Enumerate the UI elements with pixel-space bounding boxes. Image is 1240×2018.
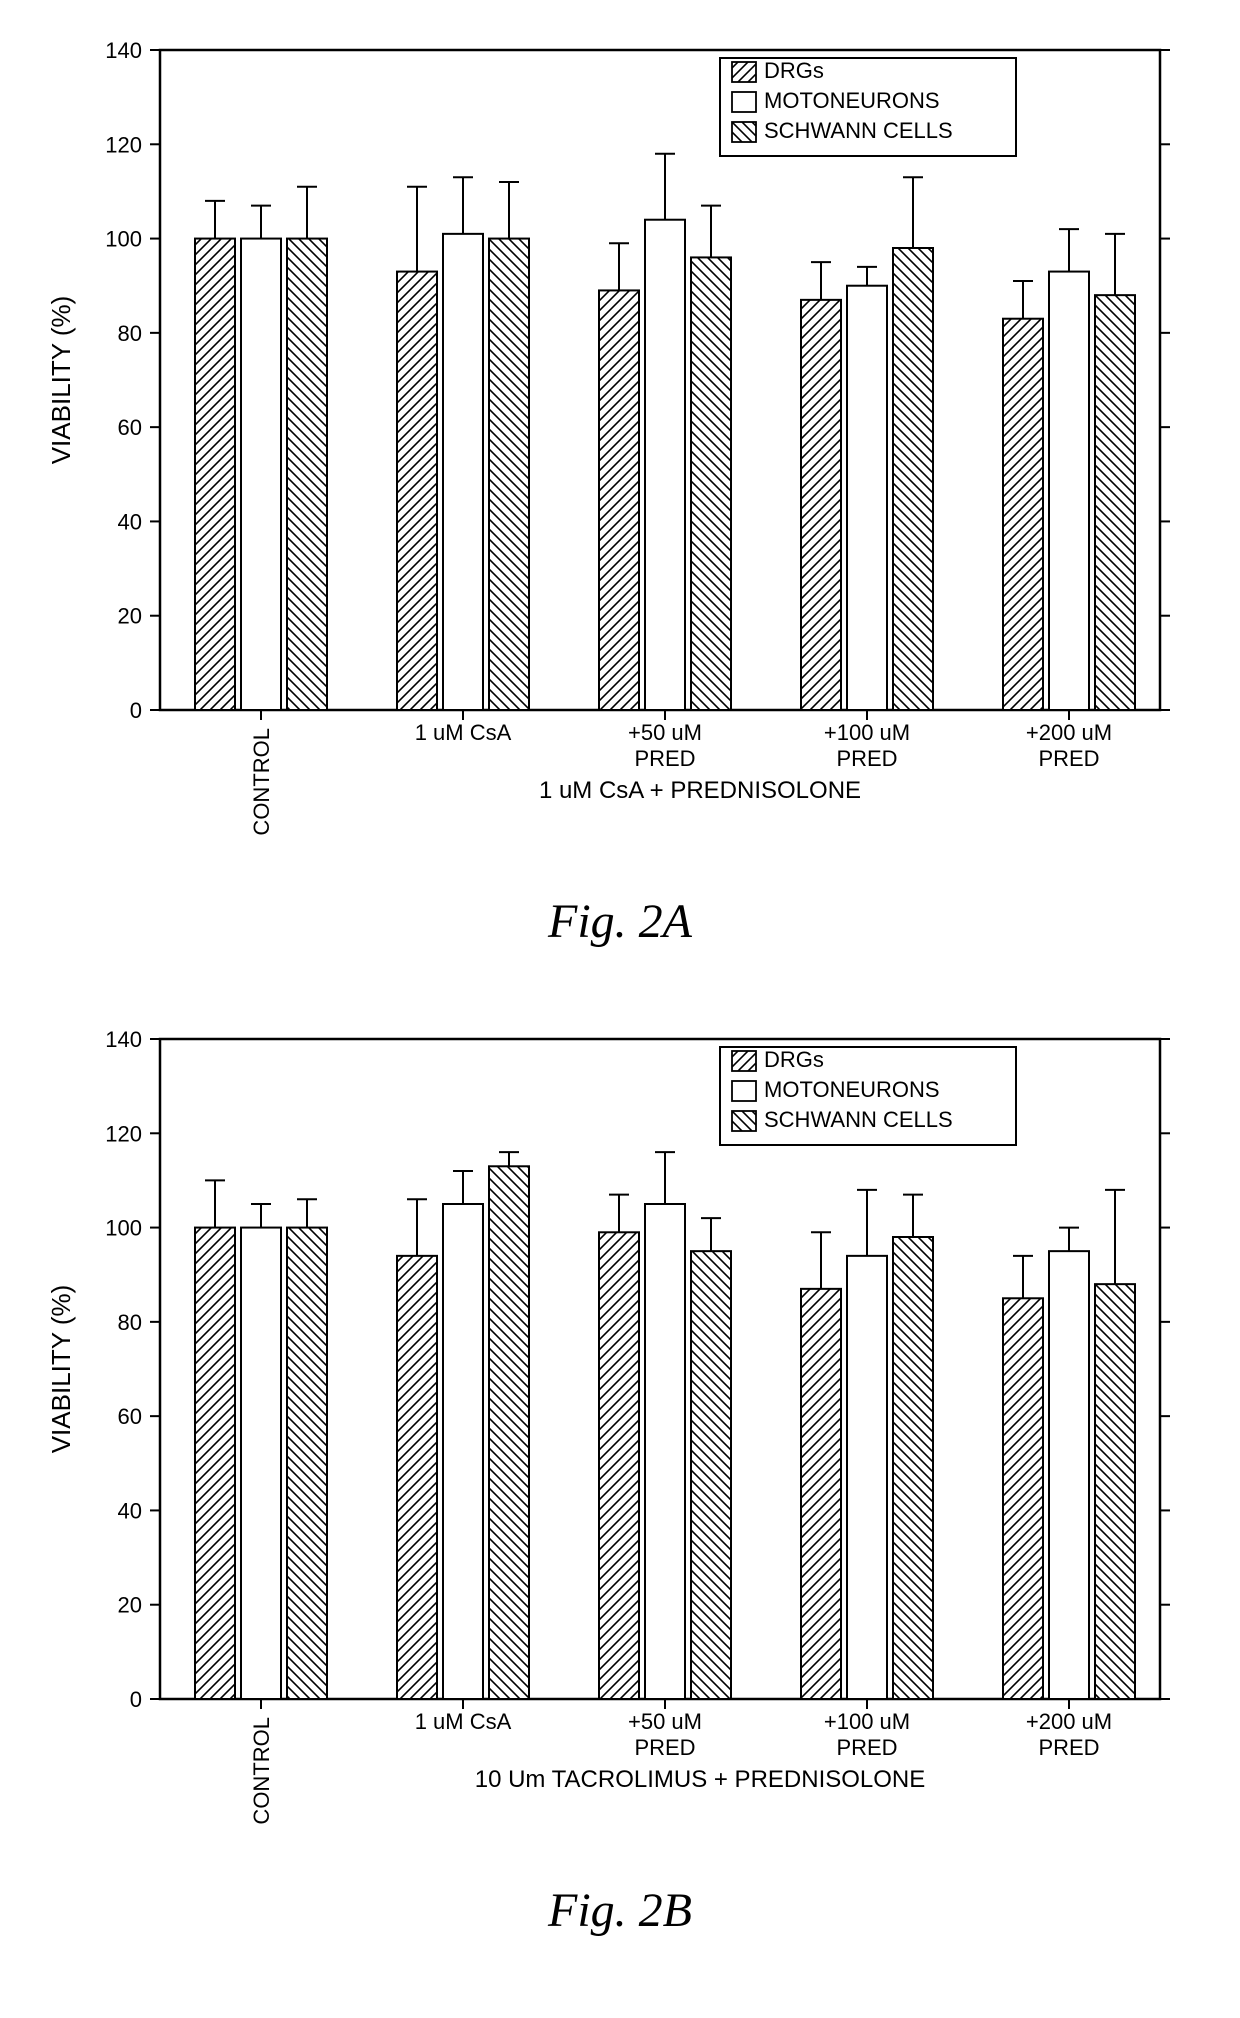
legend-swatch [732, 92, 756, 112]
group-label: +50 uM [628, 720, 702, 745]
bar-drgs [397, 1256, 437, 1699]
bar-schwann [691, 257, 731, 710]
bar-moto [241, 239, 281, 710]
bar-schwann [489, 1166, 529, 1699]
y-tick-label: 40 [118, 509, 142, 534]
legend-label: MOTONEURONS [764, 88, 940, 113]
legend-label: MOTONEURONS [764, 1077, 940, 1102]
legend-swatch [732, 1111, 756, 1131]
group-label-2: PRED [1038, 746, 1099, 771]
bar-drgs [1003, 1298, 1043, 1699]
bar-schwann [893, 1237, 933, 1699]
bar-drgs [599, 290, 639, 710]
group-label-2: PRED [1038, 1735, 1099, 1760]
y-tick-label: 0 [130, 1687, 142, 1712]
bar-moto [241, 1228, 281, 1699]
group-label: +100 uM [824, 720, 910, 745]
y-tick-label: 140 [105, 38, 142, 63]
y-tick-label: 60 [118, 415, 142, 440]
group-label: 1 uM CsA [415, 1709, 512, 1734]
y-tick-label: 100 [105, 1216, 142, 1241]
y-axis-label: VIABILITY (%) [46, 296, 76, 465]
bar-schwann [1095, 295, 1135, 710]
bar-moto [443, 234, 483, 710]
bar-moto [847, 286, 887, 710]
bar-schwann [287, 239, 327, 710]
x-axis-label: 1 uM CsA + PREDNISOLONE [539, 777, 861, 804]
bar-drgs [801, 1289, 841, 1699]
y-tick-label: 20 [118, 1593, 142, 1618]
group-label: +50 uM [628, 1709, 702, 1734]
bar-drgs [195, 239, 235, 710]
bar-moto [847, 1256, 887, 1699]
y-tick-label: 140 [105, 1027, 142, 1052]
legend-label: SCHWANN CELLS [764, 118, 953, 143]
group-label: CONTROL [249, 728, 274, 836]
bar-moto [443, 1204, 483, 1699]
group-label-2: PRED [836, 746, 897, 771]
group-label: +200 uM [1026, 720, 1112, 745]
legend-label: DRGs [764, 1047, 824, 1072]
bar-moto [645, 220, 685, 710]
bar-drgs [801, 300, 841, 710]
figure-container: 0 20 40 60 80 100 120 140 VIABILITY (%) CONTROL 1 … [20, 20, 1220, 1938]
y-tick-label: 60 [118, 1404, 142, 1429]
legend-swatch [732, 62, 756, 82]
x-axis-label: 10 Um TACROLIMUS + PREDNISOLONE [475, 1766, 926, 1793]
legend-swatch [732, 122, 756, 142]
y-tick-label: 80 [118, 1310, 142, 1335]
legend-swatch [732, 1051, 756, 1071]
bar-moto [1049, 1251, 1089, 1699]
y-axis-label: VIABILITY (%) [46, 1285, 76, 1454]
bar-schwann [489, 239, 529, 710]
y-tick-label: 100 [105, 227, 142, 252]
y-tick-label: 80 [118, 321, 142, 346]
bar-schwann [1095, 1284, 1135, 1699]
bar-moto [1049, 272, 1089, 710]
chart-panel-b: 0 20 40 60 80 100 120 140 VIABILITY (%) CONTROL 1 … [20, 1009, 1220, 1938]
chart-panel-a: 0 20 40 60 80 100 120 140 VIABILITY (%) CONTROL 1 … [20, 20, 1220, 949]
y-tick-label: 20 [118, 604, 142, 629]
y-tick-label: 40 [118, 1498, 142, 1523]
bar-drgs [397, 272, 437, 710]
bar-drgs [1003, 319, 1043, 710]
bar-drgs [599, 1232, 639, 1699]
group-label-2: PRED [634, 746, 695, 771]
bar-schwann [893, 248, 933, 710]
group-label-2: PRED [634, 1735, 695, 1760]
legend-label: SCHWANN CELLS [764, 1107, 953, 1132]
y-tick-label: 120 [105, 1121, 142, 1146]
y-tick-label: 120 [105, 132, 142, 157]
bar-schwann [287, 1228, 327, 1699]
group-label: CONTROL [249, 1717, 274, 1825]
group-label: +100 uM [824, 1709, 910, 1734]
figure-caption: Fig. 2A [20, 894, 1220, 949]
bar-schwann [691, 1251, 731, 1699]
bar-moto [645, 1204, 685, 1699]
group-label: +200 uM [1026, 1709, 1112, 1734]
figure-caption: Fig. 2B [20, 1883, 1220, 1938]
group-label-2: PRED [836, 1735, 897, 1760]
y-tick-label: 0 [130, 698, 142, 723]
bar-drgs [195, 1228, 235, 1699]
chart-svg: 0 20 40 60 80 100 120 140 VIABILITY (%) CONTROL 1 … [20, 20, 1200, 890]
chart-svg: 0 20 40 60 80 100 120 140 VIABILITY (%) CONTROL 1 … [20, 1009, 1200, 1879]
group-label: 1 uM CsA [415, 720, 512, 745]
legend-label: DRGs [764, 58, 824, 83]
legend-swatch [732, 1081, 756, 1101]
